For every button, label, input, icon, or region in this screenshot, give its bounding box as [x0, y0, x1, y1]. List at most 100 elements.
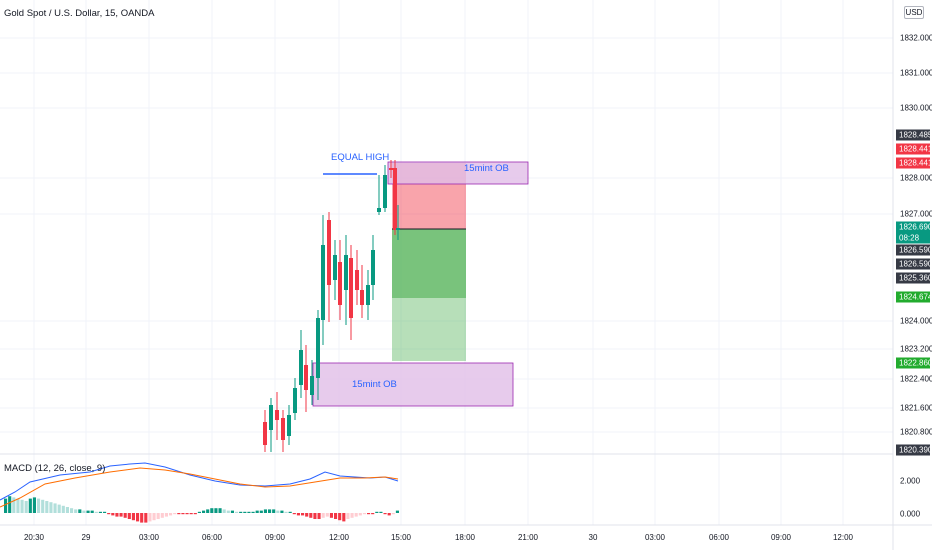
- candle-body: [263, 422, 267, 445]
- time-tick: 12:00: [328, 533, 350, 542]
- order-block-bottom[interactable]: [312, 362, 514, 407]
- macd-bar: [313, 513, 317, 519]
- macd-bar: [296, 513, 300, 516]
- take-profit-extension-zone[interactable]: [392, 298, 466, 361]
- macd-bar: [362, 513, 366, 515]
- macd-bar: [329, 513, 333, 518]
- macd-bar: [16, 498, 20, 513]
- macd-bar: [288, 511, 292, 513]
- macd-bar: [74, 509, 78, 513]
- macd-bar: [82, 510, 86, 513]
- macd-bar: [202, 510, 206, 513]
- candle-body: [304, 365, 308, 390]
- candle-body: [269, 405, 273, 430]
- candle-body: [377, 208, 381, 212]
- macd-bar: [218, 508, 222, 513]
- equal-high-label: EQUAL HIGH: [331, 152, 390, 163]
- macd-bar: [24, 501, 28, 513]
- price-tag: 1825.360: [896, 272, 932, 284]
- price-tag: 1822.860: [896, 357, 932, 369]
- macd-line: [0, 462, 399, 501]
- macd-tick: 2.000: [900, 476, 921, 486]
- time-tick: 21:00: [517, 533, 539, 542]
- macd-bar: [367, 513, 371, 515]
- macd-bar: [65, 507, 69, 513]
- chart-title: Gold Spot / U.S. Dollar, 15, OANDA: [4, 8, 155, 19]
- price-tick: 1827.000: [900, 209, 932, 219]
- macd-bar: [226, 510, 230, 513]
- macd-bar: [334, 513, 338, 519]
- macd-bar: [272, 509, 276, 513]
- candle-body: [389, 168, 393, 170]
- price-tick: 1824.000: [900, 316, 932, 326]
- price-tick: 1828.000: [900, 173, 932, 183]
- candle-body: [393, 168, 397, 230]
- time-tick: 12:00: [832, 533, 854, 542]
- macd-bar: [325, 513, 329, 517]
- candle-body: [310, 376, 314, 395]
- candle-body: [366, 285, 370, 305]
- macd-bar: [230, 510, 234, 513]
- candle-body: [299, 350, 303, 385]
- macd-bar: [247, 511, 251, 513]
- candle-body: [287, 415, 291, 436]
- candle-body: [275, 410, 279, 420]
- price-tick: 1822.400: [900, 374, 932, 384]
- macd-bar: [193, 513, 197, 515]
- price-tag: 1826.590: [896, 258, 932, 270]
- macd-bar: [268, 509, 272, 513]
- macd-bar: [375, 511, 379, 513]
- price-tag: 1826.590: [896, 244, 932, 256]
- macd-bar: [210, 508, 214, 513]
- macd-bar: [57, 504, 61, 513]
- candle-body: [338, 262, 342, 305]
- macd-bar: [358, 513, 362, 516]
- price-tag: 1824.674: [896, 291, 932, 303]
- price-tag: 1828.485: [896, 129, 932, 141]
- macd-bar: [53, 503, 57, 513]
- take-profit-zone[interactable]: [392, 229, 466, 298]
- macd-bar: [4, 498, 8, 513]
- macd-bar: [37, 498, 41, 513]
- candle-body: [396, 228, 400, 230]
- macd-bar: [239, 511, 243, 513]
- macd-bar: [136, 513, 140, 522]
- macd-bar: [127, 513, 131, 519]
- price-tick: 1823.200: [900, 344, 932, 354]
- time-tick: 06:00: [708, 533, 730, 542]
- macd-bar: [197, 511, 201, 513]
- macd-bar: [338, 513, 342, 521]
- macd-bar: [32, 497, 36, 513]
- time-tick: 15:00: [390, 533, 412, 542]
- macd-bar: [41, 499, 45, 513]
- time-tick: 09:00: [770, 533, 792, 542]
- macd-bar: [214, 508, 218, 513]
- order-block-bottom-label: 15mint OB: [352, 379, 397, 390]
- candle-body: [281, 418, 285, 440]
- candle-body: [383, 175, 387, 208]
- currency-button[interactable]: USD: [904, 6, 924, 19]
- macd-bar: [49, 502, 53, 513]
- signal-line: [0, 467, 399, 508]
- macd-bar: [94, 511, 98, 513]
- macd-bar: [78, 509, 82, 513]
- macd-tick: 0.000: [900, 509, 921, 519]
- order-block-top[interactable]: [387, 161, 529, 185]
- macd-bar: [255, 510, 259, 513]
- macd-bar: [379, 511, 383, 513]
- macd-bar: [12, 497, 16, 513]
- macd-bar: [280, 510, 284, 513]
- macd-legend: MACD (12, 26, close, 9): [4, 463, 106, 474]
- macd-bar: [321, 513, 325, 518]
- macd-bar: [206, 509, 210, 513]
- macd-bar: [20, 499, 24, 513]
- time-tick: 30: [588, 533, 598, 542]
- macd-bar: [70, 508, 74, 513]
- macd-bar: [342, 513, 346, 522]
- macd-bar: [177, 513, 181, 515]
- candle-body: [355, 270, 359, 290]
- macd-bar: [156, 513, 160, 519]
- macd-bar: [90, 510, 94, 513]
- macd-bar: [383, 513, 387, 515]
